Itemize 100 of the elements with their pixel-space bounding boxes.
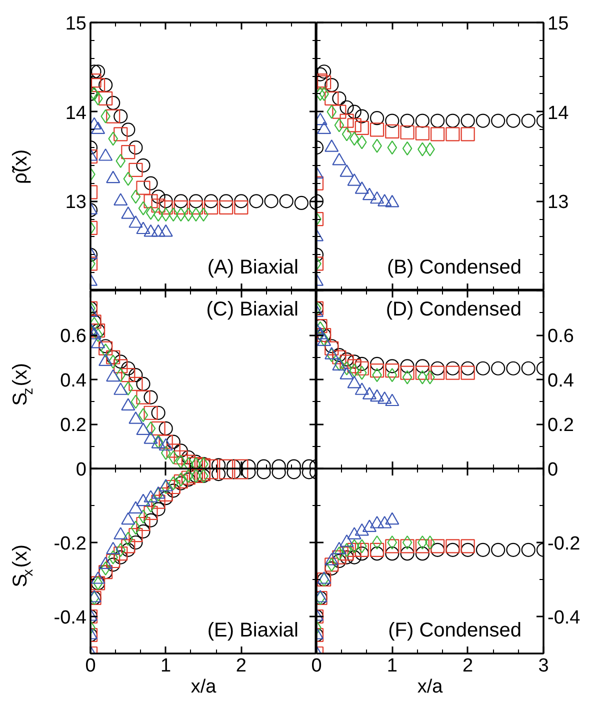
point	[385, 359, 400, 374]
y-tick-label: 0.4	[548, 370, 574, 392]
point	[204, 200, 218, 214]
point	[114, 109, 128, 124]
point	[144, 390, 158, 404]
point	[166, 480, 180, 494]
point	[158, 434, 173, 449]
point	[136, 158, 150, 172]
point	[491, 361, 506, 376]
point	[476, 542, 490, 557]
point	[400, 359, 414, 374]
point	[460, 542, 475, 557]
point	[387, 535, 398, 550]
point	[430, 127, 445, 142]
point	[181, 450, 196, 464]
point	[114, 546, 128, 561]
point	[123, 381, 134, 396]
point	[349, 132, 360, 146]
point	[106, 96, 120, 110]
point	[121, 368, 136, 382]
y-axis-title: Sz(x)	[10, 362, 36, 406]
x-axis-title: x/a	[190, 676, 217, 698]
point	[128, 528, 143, 542]
point	[415, 126, 430, 140]
point	[174, 200, 188, 214]
point	[332, 104, 346, 119]
point	[90, 78, 106, 92]
point	[144, 406, 158, 420]
y-tick-label: 13	[548, 192, 569, 214]
point	[144, 513, 158, 528]
annotation: (E) Biaxial	[207, 620, 299, 642]
point	[121, 122, 136, 137]
point	[317, 75, 332, 90]
x-tick-label: 1	[160, 656, 172, 676]
point	[446, 127, 460, 142]
y-tick-label: 15	[548, 14, 569, 34]
point	[188, 200, 204, 214]
y-tick-label: 0	[548, 460, 558, 480]
annotation: (F) Condensed	[388, 620, 522, 642]
point	[116, 542, 126, 557]
point	[340, 354, 354, 369]
point	[430, 542, 445, 557]
y-tick-label: 0.2	[548, 415, 574, 436]
point	[121, 542, 136, 557]
point	[130, 394, 141, 409]
y-tick-label: 15	[65, 14, 87, 34]
point	[521, 114, 536, 128]
point	[106, 369, 120, 382]
point	[166, 484, 180, 498]
point	[168, 450, 178, 464]
point	[415, 366, 430, 380]
point	[121, 398, 136, 411]
point	[138, 408, 148, 422]
annotation: (C) Biaxial	[206, 298, 299, 320]
x-tick-label: 3	[538, 656, 549, 676]
point	[144, 194, 158, 208]
y-tick-label: 0.2	[60, 415, 87, 436]
point	[158, 421, 173, 436]
point	[317, 64, 332, 79]
point	[347, 542, 362, 557]
x-tick-label: 0	[311, 656, 322, 676]
point	[370, 542, 384, 557]
point	[332, 550, 346, 564]
point	[354, 361, 369, 376]
point	[354, 109, 369, 124]
point	[128, 376, 143, 391]
point	[204, 194, 218, 208]
point	[144, 176, 158, 190]
point	[136, 524, 150, 538]
point	[166, 434, 180, 449]
point	[430, 114, 445, 128]
point	[249, 194, 264, 208]
point	[347, 359, 362, 374]
point	[354, 546, 369, 561]
point	[324, 91, 339, 106]
point	[212, 468, 226, 482]
point	[136, 516, 150, 532]
point	[340, 546, 354, 561]
point	[387, 368, 398, 382]
point	[334, 118, 344, 132]
point	[128, 535, 143, 550]
point	[460, 539, 475, 554]
y-axis-title: ρ̃(x)	[10, 149, 32, 184]
point	[506, 114, 520, 128]
point	[370, 546, 384, 561]
point	[279, 194, 294, 208]
point	[90, 64, 106, 79]
point	[151, 494, 166, 509]
point	[402, 535, 412, 550]
point	[385, 114, 400, 128]
point	[121, 361, 136, 376]
point	[326, 348, 337, 362]
point	[128, 140, 143, 155]
y-tick-label: -0.4	[548, 608, 581, 628]
point	[123, 532, 134, 546]
point	[334, 546, 344, 561]
y-tick-label: -0.2	[54, 534, 87, 554]
point	[340, 100, 354, 114]
point	[158, 200, 173, 214]
y-tick-label: 0.6	[548, 326, 574, 347]
